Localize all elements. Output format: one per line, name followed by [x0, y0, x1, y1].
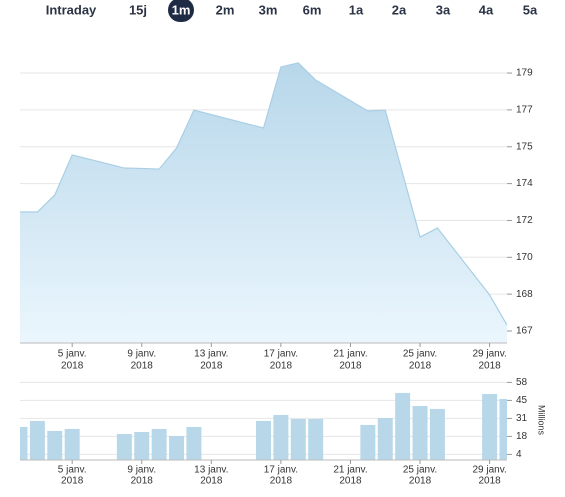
y-tick-label: 18 [516, 431, 528, 442]
y-tick-label: 175 [516, 141, 533, 152]
x-tick-year: 2018 [61, 361, 84, 372]
volume-bar [499, 398, 507, 460]
volume-bar [377, 418, 393, 460]
tab[interactable]: 2m [216, 2, 235, 17]
volume-bar [29, 420, 45, 460]
tab-label: 2a [392, 2, 407, 17]
y-tick-label: 179 [516, 68, 533, 79]
x-tick-year: 2018 [478, 361, 501, 372]
volume-bar [360, 424, 376, 460]
y-tick-label: 4 [516, 449, 522, 460]
tab[interactable]: 2a [392, 2, 407, 17]
volume-bar [395, 392, 411, 460]
tab[interactable]: 5a [523, 2, 538, 17]
tab[interactable]: 15j [129, 2, 147, 17]
y-tick-label: 177 [516, 105, 533, 116]
y-tick-label: 174 [516, 178, 533, 189]
tab-label: 6m [303, 2, 322, 17]
plot-area [20, 62, 507, 343]
tab-label: 4a [479, 2, 494, 17]
tab-label: 5a [523, 2, 538, 17]
x-tick-label: 21 janv. [333, 465, 367, 476]
volume-bar [151, 428, 167, 460]
tab-label: 1m [172, 2, 191, 17]
tab-label: 15j [129, 2, 147, 17]
tab[interactable]: 1m [168, 0, 194, 22]
x-tick-label: 13 janv. [194, 349, 228, 360]
tab[interactable]: 3m [259, 2, 278, 17]
volume-bar [429, 408, 445, 460]
volume-bar [64, 428, 80, 460]
x-tick-label: 29 janv. [472, 349, 506, 360]
price-line [20, 62, 507, 326]
volume-bar [169, 436, 185, 460]
x-tick-year: 2018 [200, 476, 223, 487]
x-tick-label: 25 janv. [403, 465, 437, 476]
x-tick-year: 2018 [270, 361, 293, 372]
volume-bar [412, 406, 428, 460]
x-tick-label: 21 janv. [333, 349, 367, 360]
x-tick-label: 25 janv. [403, 349, 437, 360]
x-tick-year: 2018 [339, 476, 362, 487]
tab[interactable]: 1a [349, 2, 364, 17]
tab[interactable]: 3a [436, 2, 451, 17]
x-tick-year: 2018 [478, 476, 501, 487]
y-tick-label: 168 [516, 289, 533, 300]
x-tick-year: 2018 [409, 361, 432, 372]
tab-label: 3a [436, 2, 451, 17]
y-tick-label: 167 [516, 326, 533, 337]
tab[interactable]: 6m [303, 2, 322, 17]
tab[interactable]: Intraday [46, 2, 97, 17]
volume-bar [20, 426, 28, 460]
volume-bar [482, 394, 498, 460]
x-tick-label: 5 janv. [58, 465, 87, 476]
y-tick-label: 58 [516, 377, 528, 388]
y-tick-label: 172 [516, 215, 533, 226]
x-tick-year: 2018 [61, 476, 84, 487]
x-tick-label: 17 janv. [264, 349, 298, 360]
x-tick-label: 9 janv. [127, 465, 156, 476]
x-tick-year: 2018 [131, 361, 154, 372]
tab-label: Intraday [46, 2, 97, 17]
y-tick-label: 31 [516, 413, 528, 424]
y-tick-label: 170 [516, 252, 533, 263]
x-tick-year: 2018 [200, 361, 223, 372]
y-axis-label: Millions [537, 405, 547, 436]
plot-area [20, 392, 507, 460]
x-tick-year: 2018 [131, 476, 154, 487]
price-area [20, 62, 507, 343]
x-tick-year: 2018 [409, 476, 432, 487]
volume-bar [186, 426, 202, 460]
y-tick-label: 45 [516, 395, 528, 406]
x-tick-year: 2018 [339, 361, 362, 372]
tab-label: 2m [216, 2, 235, 17]
volume-bar [134, 432, 150, 460]
x-tick-year: 2018 [270, 476, 293, 487]
tab-label: 3m [259, 2, 278, 17]
volume-bar [116, 434, 132, 460]
x-tick-label: 9 janv. [127, 349, 156, 360]
volume-bar [290, 418, 306, 460]
x-tick-label: 13 janv. [194, 465, 228, 476]
volume-bar [256, 420, 271, 460]
volume-bar [308, 418, 324, 460]
range-tabs: Intraday 15j 1m 2m 3m 6m 1a 2a 3a 4a 5a [46, 0, 538, 22]
volume-bar [273, 414, 289, 460]
tab[interactable]: 4a [479, 2, 494, 17]
x-tick-label: 29 janv. [472, 465, 506, 476]
x-tick-label: 17 janv. [264, 465, 298, 476]
tab-label: 1a [349, 2, 364, 17]
x-tick-label: 5 janv. [58, 349, 87, 360]
volume-bar [47, 430, 63, 460]
tab-highlight [168, 0, 194, 22]
